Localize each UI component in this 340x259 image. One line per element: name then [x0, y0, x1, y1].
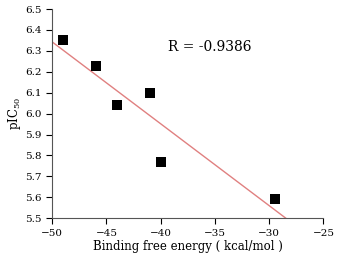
Text: R = -0.9386: R = -0.9386 — [168, 40, 251, 54]
X-axis label: Binding free energy ( kcal/mol ): Binding free energy ( kcal/mol ) — [93, 240, 283, 254]
Point — [61, 38, 66, 42]
Point — [115, 103, 120, 107]
Point — [147, 91, 153, 95]
Point — [272, 197, 277, 202]
Point — [158, 160, 164, 164]
Y-axis label: pIC$_{50}$: pIC$_{50}$ — [5, 97, 22, 130]
Point — [93, 63, 98, 68]
